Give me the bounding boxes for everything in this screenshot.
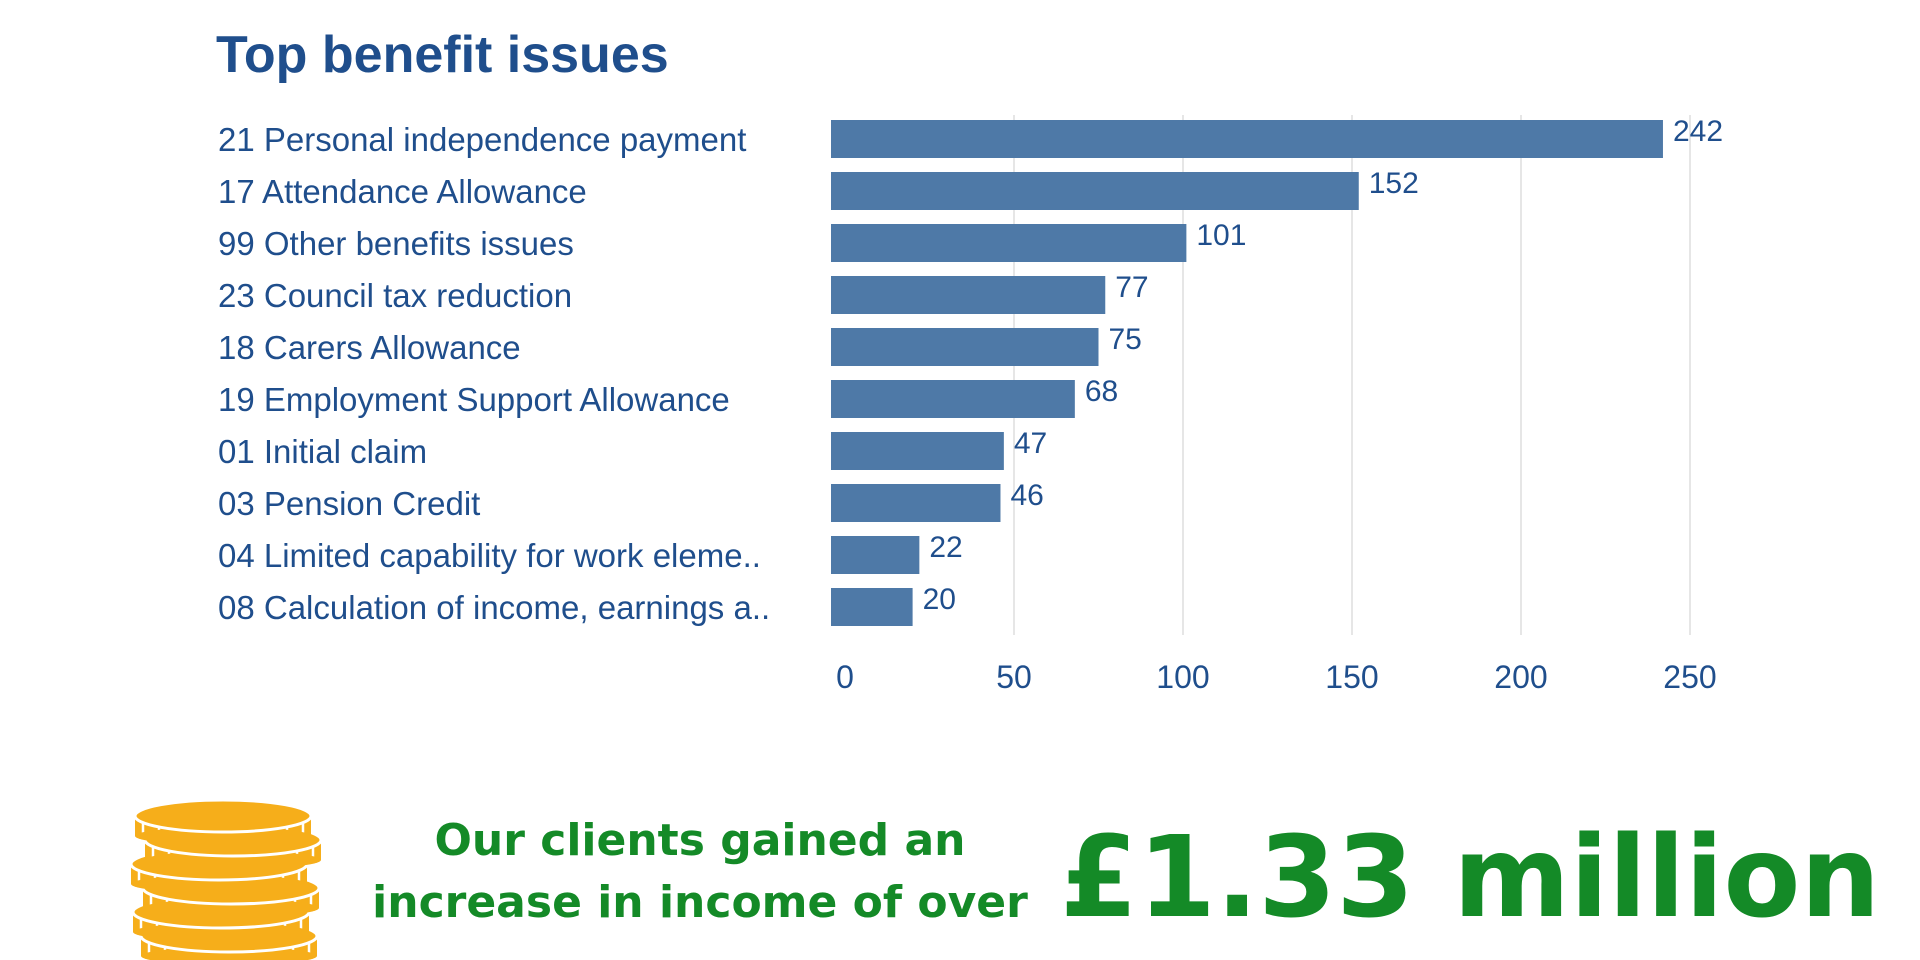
bar <box>831 172 1359 210</box>
value-label: 68 <box>1085 375 1118 408</box>
category-label: 19 Employment Support Allowance <box>218 381 730 418</box>
x-tick-label: 50 <box>996 659 1032 695</box>
bar <box>831 588 913 626</box>
value-label: 20 <box>923 583 956 616</box>
bar <box>831 224 1187 262</box>
category-label: 01 Initial claim <box>218 433 427 470</box>
x-tick-label: 0 <box>836 659 854 695</box>
bars <box>831 120 1663 626</box>
income-gain-amount: £1.33 million <box>1060 813 1881 943</box>
category-label: 99 Other benefits issues <box>218 225 574 262</box>
value-label: 75 <box>1109 323 1142 356</box>
chart-title: Top benefit issues <box>216 26 669 84</box>
x-tick-label: 200 <box>1494 659 1547 695</box>
category-label: 18 Carers Allowance <box>218 329 521 366</box>
bar <box>831 536 920 574</box>
income-gain-banner: Our clients gained an increase in income… <box>0 760 1920 960</box>
value-label: 101 <box>1196 219 1246 252</box>
bar <box>831 276 1106 314</box>
income-gain-line-1: Our clients gained an <box>434 815 966 866</box>
bar <box>831 380 1075 418</box>
value-label: 46 <box>1010 479 1043 512</box>
category-labels: 21 Personal independence payment 17 Atten… <box>218 121 770 626</box>
x-tick-label: 250 <box>1663 659 1716 695</box>
value-labels: 242 152 101 77 75 68 47 46 22 20 <box>923 115 1723 616</box>
bar <box>831 120 1663 158</box>
bar <box>831 432 1004 470</box>
value-label: 242 <box>1673 115 1723 148</box>
value-label: 22 <box>929 531 962 564</box>
benefit-issues-chart: Top benefit issues 21 Personal independe… <box>216 26 1723 695</box>
x-tick-label: 100 <box>1156 659 1209 695</box>
bar <box>831 328 1099 366</box>
category-label: 04 Limited capability for work eleme.. <box>218 537 761 574</box>
coin-stack-icon <box>129 798 323 960</box>
category-label: 23 Council tax reduction <box>218 277 572 314</box>
category-label: 03 Pension Credit <box>218 485 480 522</box>
bar <box>831 484 1001 522</box>
value-label: 77 <box>1115 271 1148 304</box>
value-label: 47 <box>1014 427 1047 460</box>
value-label: 152 <box>1369 167 1419 200</box>
income-gain-line-2: increase in income of over <box>372 877 1028 928</box>
category-label: 17 Attendance Allowance <box>218 173 587 210</box>
x-axis-ticks: 0 50 100 150 200 250 <box>836 659 1717 695</box>
category-label: 21 Personal independence payment <box>218 121 746 158</box>
category-label: 08 Calculation of income, earnings a.. <box>218 589 770 626</box>
x-tick-label: 150 <box>1325 659 1378 695</box>
income-gain-text: Our clients gained an increase in income… <box>360 810 1040 934</box>
